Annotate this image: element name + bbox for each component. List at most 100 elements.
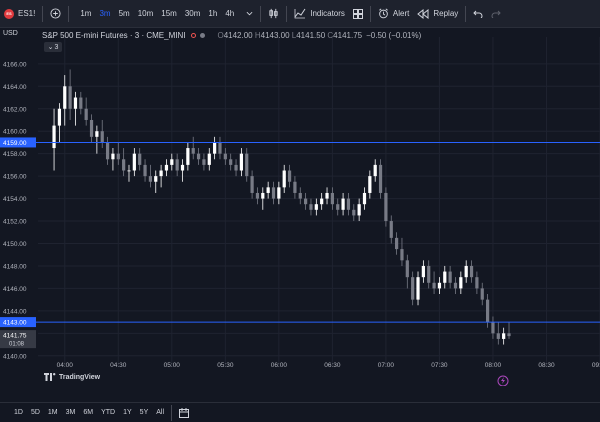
range-6m[interactable]: 6M (83, 409, 94, 416)
range-group: 1D 5D 1M 3M 6M YTD 1Y 5Y All (10, 409, 168, 416)
candle-body (234, 164, 238, 171)
candle-body (223, 153, 227, 160)
date-range-button[interactable] (175, 407, 193, 418)
indicators-icon (294, 8, 306, 19)
candle-body (255, 192, 260, 199)
candle-body (159, 170, 163, 177)
top-toolbar: ES ES1! 1m 3m 5m 10m 15m 30m 1h 4h Indicators A… (0, 0, 600, 28)
candle-body (207, 153, 211, 165)
toolbar-divider (171, 404, 173, 421)
symbol-title: S&P 500 E-mini Futures · 3 · CME_MINI (42, 31, 186, 40)
y-tick-label: 4152.00 (3, 219, 27, 226)
candle-body (277, 187, 281, 199)
candle-body (368, 176, 372, 193)
candle-body (138, 153, 142, 165)
rewind-icon (417, 8, 429, 19)
price-line-label: 4143.00 (3, 320, 27, 327)
indicator-count: 3 (54, 43, 59, 51)
price-change: −0.50 (−0.01%) (366, 31, 422, 40)
range-1m[interactable]: 1M (47, 409, 58, 416)
replay-button[interactable]: Replay (413, 0, 462, 28)
collapse-indicators-button[interactable]: ⌄ 3 (44, 42, 62, 52)
timeframe-5m[interactable]: 5m (118, 9, 130, 18)
timeframe-dropdown[interactable] (242, 0, 257, 28)
tradingview-brand: TradingView (59, 373, 101, 381)
candle-body (293, 181, 297, 193)
compare-symbol-button[interactable] (46, 0, 65, 28)
range-1d[interactable]: 1D (14, 409, 23, 416)
bar-countdown: 01:08 (9, 342, 25, 348)
y-tick-label: 4140.00 (3, 353, 27, 360)
candle-body (154, 176, 158, 182)
candle-body (68, 86, 72, 109)
alert-label: Alert (392, 9, 410, 18)
x-tick-label: 06:00 (271, 362, 288, 369)
indicators-label: Indicators (310, 9, 345, 18)
candle-body (507, 333, 511, 337)
indicators-button[interactable]: Indicators (290, 0, 349, 28)
candle-body (448, 271, 452, 283)
candle-body (84, 108, 88, 120)
candle-body (320, 198, 324, 205)
y-tick-label: 4146.00 (3, 286, 27, 293)
undo-button[interactable] (469, 0, 487, 28)
candle-body (437, 282, 442, 289)
price-chart[interactable]: 4166.00 4164.00 4162.00 4160.00 4158.00 4156.… (0, 29, 600, 386)
candle-body (111, 153, 115, 160)
chart-type-button[interactable] (264, 0, 283, 28)
x-tick-label: 08:00 (485, 362, 502, 369)
tradingview-logo-icon (44, 373, 56, 381)
range-all[interactable]: All (156, 409, 165, 416)
timeframe-1h[interactable]: 1h (208, 9, 218, 18)
candle-body (304, 198, 308, 205)
y-tick-label: 4164.00 (3, 84, 27, 91)
candle-body (480, 288, 484, 300)
candle-body (186, 148, 190, 165)
candle-body (122, 159, 126, 171)
candle-body (421, 265, 425, 278)
data-status-icon (200, 33, 206, 38)
range-1y[interactable]: 1Y (123, 409, 132, 416)
range-ytd[interactable]: YTD (101, 409, 116, 416)
price-line-label-bg (0, 317, 36, 328)
toolbar-divider (369, 5, 371, 22)
candle-body (314, 204, 318, 210)
range-3m[interactable]: 3M (65, 409, 76, 416)
candle-body (180, 164, 185, 171)
candle-body (352, 209, 356, 216)
candle-body (52, 125, 56, 149)
candle-body (464, 265, 468, 278)
timeframe-1m[interactable]: 1m (80, 9, 92, 18)
x-tick-label: 04:30 (110, 362, 127, 369)
range-5y[interactable]: 5Y (139, 409, 149, 416)
lightning-icon[interactable] (497, 375, 509, 386)
timeframe-10m[interactable]: 10m (137, 9, 154, 18)
candle-body (389, 221, 393, 238)
candle-body (330, 192, 334, 205)
candle-body (287, 170, 292, 182)
toolbar-divider (286, 5, 288, 22)
candle-body (148, 176, 153, 182)
timeframe-30m[interactable]: 30m (184, 9, 201, 18)
candle-body (245, 153, 249, 177)
candle-body (213, 142, 217, 154)
y-tick-label: 4156.00 (3, 174, 27, 181)
candle-body (73, 97, 78, 109)
candle-body (132, 153, 136, 171)
candle-body (196, 153, 201, 160)
redo-button[interactable] (487, 0, 505, 28)
y-tick-label: 4148.00 (3, 263, 27, 270)
timeframe-4h[interactable]: 4h (225, 9, 235, 18)
timeframe-15m[interactable]: 15m (161, 9, 177, 18)
candle-body (469, 265, 474, 278)
symbol-selector[interactable]: ES ES1! (0, 0, 39, 28)
alert-button[interactable]: Alert (374, 0, 413, 28)
date-range-bar: 1D 5D 1M 3M 6M YTD 1Y 5Y All (0, 402, 600, 422)
candle-body (362, 192, 367, 205)
layout-button[interactable] (349, 0, 367, 28)
candle-body (164, 164, 169, 171)
range-5d[interactable]: 5D (30, 409, 40, 416)
chevron-down-icon: ⌄ (47, 44, 54, 51)
calendar-range-icon (179, 407, 190, 418)
timeframe-3m[interactable]: 3m (99, 9, 111, 18)
